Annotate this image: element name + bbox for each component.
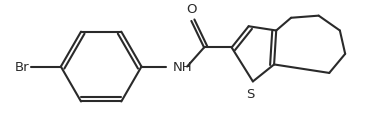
Text: NH: NH bbox=[172, 60, 192, 73]
Text: O: O bbox=[186, 3, 197, 16]
Text: Br: Br bbox=[14, 60, 29, 73]
Text: S: S bbox=[246, 88, 255, 100]
